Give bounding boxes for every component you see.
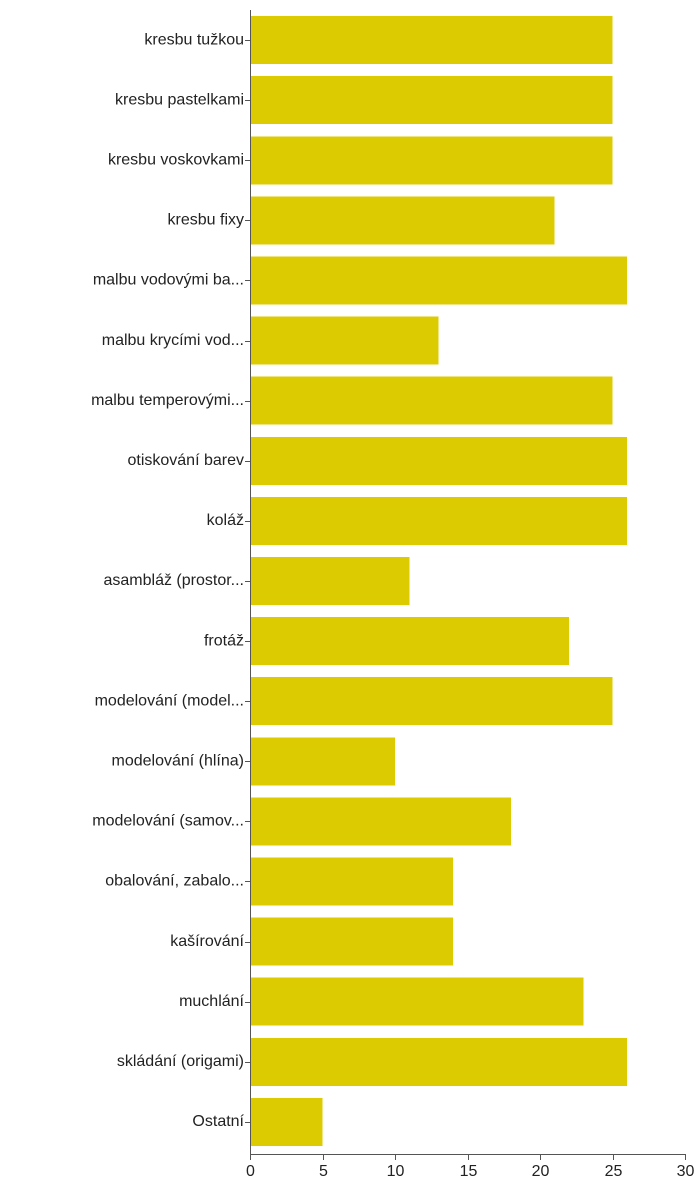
category-label: modelování (samov... (92, 813, 244, 830)
category-label: kresbu fixy (168, 212, 244, 229)
category-labels-group: kresbu tužkou kresbu pastelkami kresbu vos… (91, 31, 250, 1130)
category-label: modelování (hlína) (111, 752, 244, 769)
category-label: malbu temperovými... (91, 392, 244, 409)
x-axis-ticks-group: 0 5 10 15 20 25 30 (246, 1153, 695, 1180)
category-label: malbu vodovými ba... (93, 272, 244, 289)
category-label: skládání (origami) (117, 1053, 244, 1070)
bar (250, 677, 613, 726)
category-label: modelování (model... (95, 692, 244, 709)
bar (250, 436, 627, 485)
category-label: kresbu tužkou (144, 31, 244, 48)
bar (250, 196, 555, 245)
bar (250, 1037, 627, 1086)
bar (250, 16, 613, 65)
category-label: frotáž (204, 632, 244, 649)
x-tick-label: 15 (460, 1163, 478, 1180)
bar (250, 1097, 323, 1146)
category-label: muchlání (179, 993, 244, 1010)
bar (250, 857, 453, 906)
x-tick-label: 0 (246, 1163, 255, 1180)
x-tick-label: 5 (319, 1163, 328, 1180)
bar (250, 376, 613, 425)
x-tick-label: 25 (605, 1163, 623, 1180)
bar (250, 617, 569, 666)
category-label: kresbu voskovkami (108, 151, 244, 168)
x-tick-label: 20 (532, 1163, 550, 1180)
x-tick-label: 10 (387, 1163, 405, 1180)
bar (250, 737, 395, 786)
bar (250, 496, 627, 545)
bar (250, 256, 627, 305)
category-label: Ostatní (192, 1113, 244, 1130)
bar (250, 556, 410, 605)
bar (250, 797, 511, 846)
category-label: otiskování barev (127, 452, 244, 469)
x-tick-label: 30 (677, 1163, 695, 1180)
bars-group (250, 16, 627, 1146)
category-label: obalování, zabalo... (105, 873, 244, 890)
category-label: kresbu pastelkami (115, 91, 244, 108)
bar (250, 316, 439, 365)
category-label: malbu krycími vod... (102, 332, 244, 349)
category-label: asambláž (prostor... (104, 572, 245, 589)
bar (250, 136, 613, 185)
category-label: kašírování (170, 933, 244, 950)
bar (250, 977, 584, 1026)
bar (250, 917, 453, 966)
category-label: koláž (207, 512, 244, 529)
bar (250, 76, 613, 125)
